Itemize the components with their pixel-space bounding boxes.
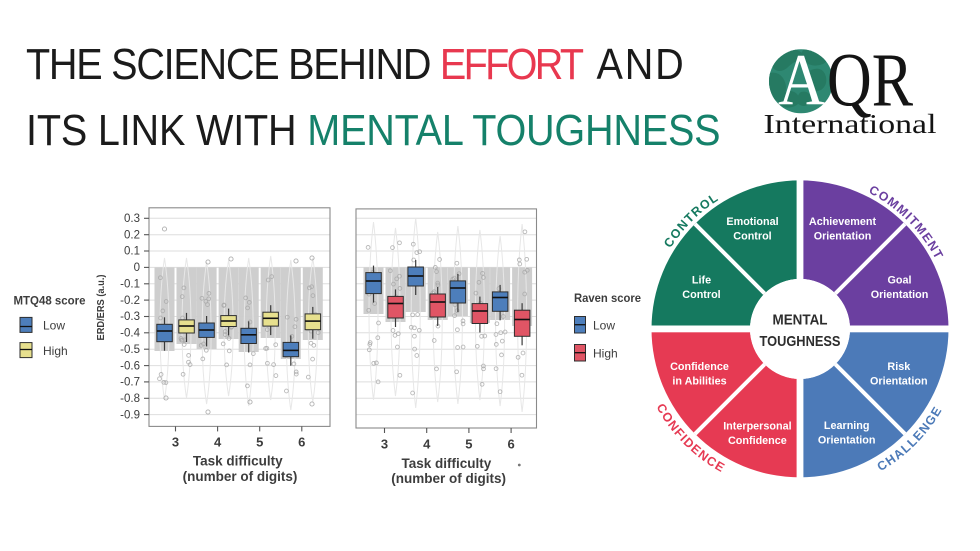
svg-text:0: 0 bbox=[134, 262, 140, 274]
svg-text:6: 6 bbox=[507, 437, 514, 452]
svg-text:Low: Low bbox=[43, 319, 65, 333]
svg-text:Task difficulty: Task difficulty bbox=[193, 454, 283, 469]
svg-text:High: High bbox=[43, 344, 68, 358]
svg-text:ERD/ERS (a.u.): ERD/ERS (a.u.) bbox=[95, 275, 107, 341]
svg-text:A: A bbox=[778, 39, 825, 120]
svg-text:-0.3: -0.3 bbox=[120, 311, 140, 323]
svg-text:4: 4 bbox=[214, 435, 222, 450]
svg-text:International: International bbox=[764, 109, 937, 139]
svg-text:-0.4: -0.4 bbox=[120, 328, 140, 340]
svg-text:-0.9: -0.9 bbox=[120, 409, 140, 421]
svg-text:-0.8: -0.8 bbox=[120, 393, 140, 405]
svg-text:Task difficulty: Task difficulty bbox=[402, 456, 492, 471]
svg-text:3: 3 bbox=[381, 437, 388, 452]
svg-text:4: 4 bbox=[423, 437, 431, 452]
svg-text:(number of digits): (number of digits) bbox=[391, 471, 506, 486]
svg-text:High: High bbox=[593, 347, 618, 361]
svg-text:MENTAL: MENTAL bbox=[773, 312, 828, 329]
svg-text:-0.2: -0.2 bbox=[120, 295, 140, 307]
svg-text:-0.7: -0.7 bbox=[120, 377, 140, 389]
svg-text:3: 3 bbox=[172, 435, 179, 450]
svg-text:-0.5: -0.5 bbox=[120, 344, 140, 356]
svg-text:-0.1: -0.1 bbox=[120, 279, 140, 291]
svg-text:Raven score: Raven score bbox=[574, 291, 641, 305]
svg-text:0.2: 0.2 bbox=[124, 229, 140, 241]
svg-text:5: 5 bbox=[256, 435, 263, 450]
svg-text:6: 6 bbox=[298, 435, 305, 450]
svg-text:MTQ48 score: MTQ48 score bbox=[14, 294, 86, 308]
svg-text:QR: QR bbox=[827, 39, 913, 123]
svg-text:0.1: 0.1 bbox=[124, 246, 140, 258]
svg-text:(number of digits): (number of digits) bbox=[183, 469, 298, 484]
svg-text:-0.6: -0.6 bbox=[120, 360, 140, 372]
svg-text:TOUGHNESS: TOUGHNESS bbox=[760, 333, 841, 350]
svg-text:Low: Low bbox=[593, 319, 615, 333]
svg-text:5: 5 bbox=[465, 437, 472, 452]
svg-text:0.3: 0.3 bbox=[124, 213, 140, 225]
